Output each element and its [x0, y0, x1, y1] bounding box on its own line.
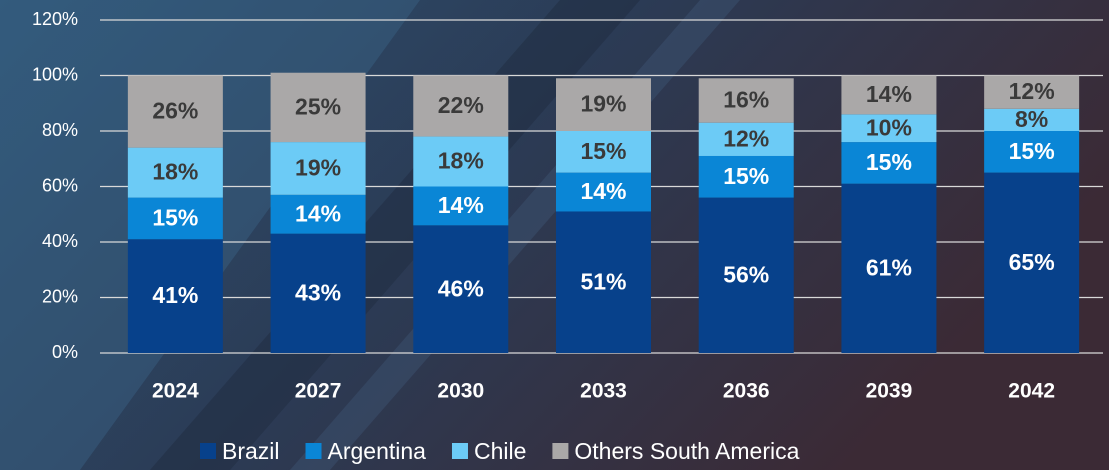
legend-swatch — [552, 443, 569, 459]
y-tick-label: 0% — [52, 342, 78, 362]
x-tick-label: 2024 — [152, 380, 199, 403]
bar-segment — [413, 136, 509, 187]
bar-segment — [698, 122, 794, 156]
bar-segment — [841, 142, 937, 184]
value-label: 41% — [152, 282, 198, 308]
bar-segment — [413, 225, 509, 353]
value-label: 15% — [723, 163, 769, 189]
x-tick-label: 2036 — [723, 380, 770, 403]
value-label: 22% — [438, 92, 484, 118]
value-label: 19% — [295, 155, 341, 181]
y-tick-label: 40% — [42, 231, 78, 251]
value-label: 8% — [1015, 106, 1048, 132]
bar-segment — [127, 75, 223, 148]
x-tick-label: 2030 — [437, 380, 484, 403]
bar-segment — [698, 155, 794, 198]
bar-segment — [698, 197, 794, 353]
value-label: 19% — [580, 91, 626, 117]
value-label: 65% — [1009, 249, 1055, 275]
legend-label: Argentina — [328, 438, 427, 464]
legend-label: Others South America — [574, 438, 799, 464]
value-label: 15% — [580, 138, 626, 164]
plot: 0% 20% 40% 60% 80% 100% 120% 2024 2027 2030 2033 20… — [32, 9, 1103, 464]
y-tick-label: 80% — [42, 120, 78, 140]
y-tick-label: 20% — [42, 286, 78, 306]
value-label: 12% — [723, 125, 769, 151]
value-label: 15% — [152, 204, 198, 230]
value-label: 18% — [438, 148, 484, 174]
bar-segment — [556, 172, 651, 212]
value-label: 14% — [580, 178, 626, 204]
y-tick-label: 120% — [32, 9, 78, 29]
legend-swatch — [305, 443, 322, 459]
x-tick-label: 2027 — [295, 380, 342, 403]
bar-segment — [127, 239, 223, 353]
x-tick-label: 2039 — [866, 380, 913, 403]
value-label: 14% — [866, 81, 912, 107]
bar-segment — [841, 75, 937, 115]
value-label: 15% — [1009, 138, 1055, 164]
bar-segment — [127, 197, 223, 240]
value-label: 14% — [295, 200, 341, 226]
value-label: 43% — [295, 279, 341, 305]
value-label: 25% — [295, 93, 341, 119]
bar-segment — [413, 75, 509, 137]
legend-label: Brazil — [222, 438, 280, 464]
bar-segment — [698, 78, 794, 123]
value-label: 14% — [438, 192, 484, 218]
value-label: 51% — [580, 268, 626, 294]
bar-segment — [556, 211, 651, 353]
bar-segment — [270, 194, 366, 234]
value-label: 12% — [1009, 78, 1055, 104]
value-label: 46% — [438, 275, 484, 301]
bar-segment — [270, 142, 366, 195]
value-label: 15% — [866, 149, 912, 175]
bar-segment — [984, 75, 1080, 109]
legend-label: Chile — [474, 438, 526, 464]
bar-segment — [841, 114, 937, 143]
bar-segment — [556, 131, 651, 173]
value-label: 16% — [723, 87, 769, 113]
bar-segment — [127, 147, 223, 198]
legend-swatch — [200, 443, 216, 459]
value-label: 61% — [866, 254, 912, 280]
legend-swatch — [451, 443, 468, 459]
bar-segment — [270, 72, 366, 143]
bar-segment — [556, 78, 651, 131]
bar-segment — [413, 186, 509, 226]
x-tick-label: 2033 — [580, 380, 627, 403]
bar-segment — [984, 131, 1080, 173]
bar-segment — [270, 233, 366, 353]
x-tick-label: 2042 — [1008, 380, 1055, 403]
y-tick-label: 60% — [42, 175, 78, 195]
bar-segment — [984, 172, 1080, 353]
value-label: 26% — [152, 98, 198, 124]
bar-segment — [841, 183, 937, 353]
bar-segment — [984, 108, 1080, 131]
y-tick-label: 100% — [32, 64, 78, 84]
value-label: 10% — [866, 114, 912, 140]
value-label: 18% — [152, 159, 198, 185]
value-label: 56% — [723, 261, 769, 287]
